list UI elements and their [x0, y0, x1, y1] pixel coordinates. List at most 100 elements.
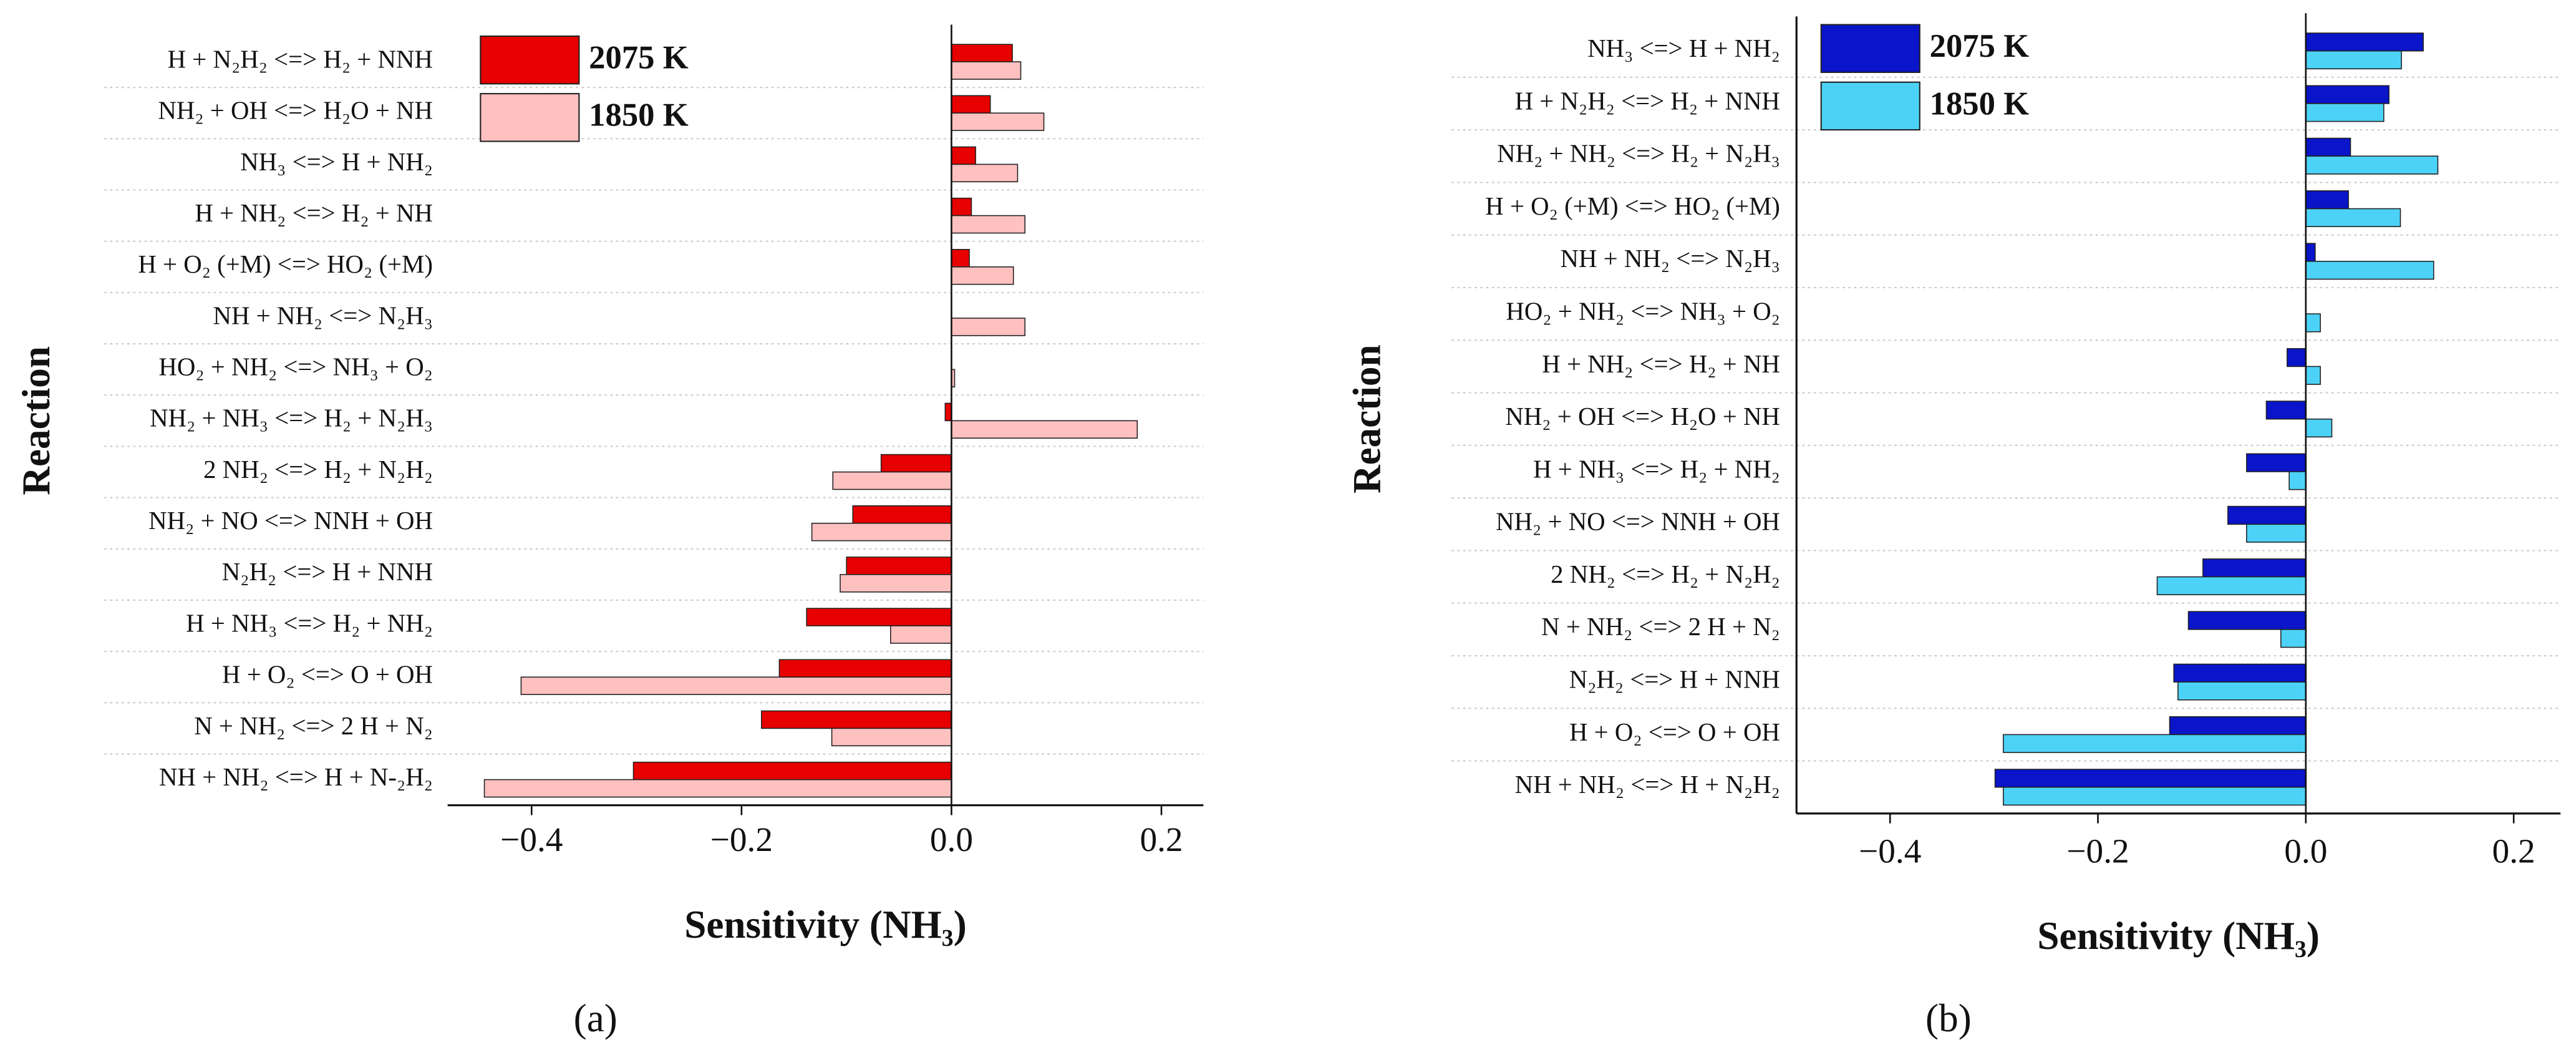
bar — [806, 608, 952, 626]
x-tick-label: 0.2 — [2492, 832, 2535, 870]
x-tick-label: −0.4 — [1859, 832, 1921, 870]
bar — [951, 112, 1045, 131]
bar — [2305, 261, 2434, 280]
legend-label: 1850 K — [589, 97, 689, 134]
y-tick-label: H + N₂H₂ <=> H₂ + NNH — [1515, 87, 1780, 115]
y-tick-label: 2 NH₂ <=> H₂ + N₂H₂ — [203, 455, 433, 484]
y-tick-label: N₂H₂ <=> H + NNH — [222, 558, 433, 586]
bar — [951, 146, 976, 165]
bar — [951, 420, 1138, 439]
x-tick-label: 0.0 — [2284, 832, 2327, 870]
y-tick-label: HO₂ + NH₂ <=> NH₃ + O₂ — [158, 353, 433, 381]
bar — [951, 163, 1019, 183]
y-tick-label: NH₃ <=> H + NH₂ — [240, 148, 433, 176]
bar — [880, 454, 952, 473]
bar — [2305, 85, 2390, 104]
legend-swatch — [480, 93, 580, 142]
bar — [2305, 155, 2439, 175]
bar — [831, 727, 952, 747]
y-tick-label: NH + NH₂ <=> H + N-₂H₂ — [159, 763, 433, 791]
y-tick-label: H + NH₂ <=> H₂ + NH — [195, 199, 433, 227]
y-tick-label: H + N₂H₂ <=> H₂ + NNH — [168, 45, 433, 73]
x-axis-title: Sensitivity (NH₃) — [684, 903, 967, 946]
bar — [2305, 418, 2333, 438]
bar — [811, 522, 952, 542]
x-axis-title: Sensitivity (NH₃) — [2037, 914, 2320, 958]
legend-label: 2075 K — [1930, 28, 2030, 64]
y-tick-label: H + NH₃ <=> H₂ + NH₂ — [186, 609, 433, 637]
bar — [2246, 523, 2307, 543]
bar — [951, 215, 1026, 234]
bar — [951, 266, 1014, 285]
bar — [778, 659, 952, 678]
bar — [951, 61, 1022, 80]
bar — [944, 402, 952, 422]
bar — [761, 710, 952, 729]
y-tick-label: NH₂ + NH₃ <=> H₂ + N₂H₃ — [150, 404, 433, 432]
bar — [520, 676, 952, 695]
y-tick-label: NH₂ + OH <=> H₂O + NH — [158, 97, 433, 125]
y-axis-title: Reaction — [14, 346, 58, 495]
bar — [2305, 313, 2321, 333]
y-tick-label: NH + NH₂ <=> N₂H₃ — [213, 301, 433, 329]
bar — [2287, 348, 2307, 367]
bar — [632, 761, 952, 780]
y-tick-label: NH₂ + NO <=> NNH + OH — [148, 507, 433, 535]
bar — [951, 197, 972, 216]
x-tick-label: −0.2 — [2066, 832, 2129, 870]
bar — [951, 44, 1013, 62]
bar — [832, 471, 952, 490]
bar — [2305, 103, 2385, 122]
y-tick-label: NH₂ + NH₂ <=> H₂ + N₂H₃ — [1497, 140, 1780, 168]
bar — [840, 574, 952, 593]
bar — [2305, 50, 2402, 70]
bar — [951, 249, 970, 268]
bar — [2280, 629, 2307, 648]
legend-label: 1850 K — [1930, 85, 2030, 122]
legend-swatch — [480, 35, 580, 85]
y-tick-label: NH + NH₂ <=> H + N₂H₂ — [1515, 771, 1780, 799]
bar — [2173, 663, 2307, 683]
panel-label: (a) — [574, 996, 617, 1040]
bar — [2305, 190, 2349, 210]
bar — [2305, 137, 2351, 157]
panel-label: (b) — [1925, 996, 1972, 1040]
bar — [846, 557, 952, 575]
bar — [2003, 786, 2307, 806]
x-tick-label: −0.4 — [500, 820, 563, 858]
y-tick-label: NH₃ <=> H + NH₂ — [1587, 34, 1780, 62]
bar — [2227, 505, 2307, 525]
bar — [1994, 769, 2307, 788]
bar — [2202, 558, 2307, 578]
y-tick-label: 2 NH₂ <=> H₂ + N₂H₂ — [1551, 560, 1780, 588]
bar — [2003, 734, 2307, 753]
y-axis-title: Reaction — [1345, 344, 1389, 494]
bar — [2156, 576, 2307, 596]
y-tick-label: H + O₂ (+M) <=> HO₂ (+M) — [1485, 192, 1780, 220]
y-tick-label: NH₂ + NO <=> NNH + OH — [1496, 508, 1780, 536]
bar — [890, 625, 952, 644]
legend-swatch — [1820, 81, 1920, 131]
bar — [2305, 32, 2424, 52]
bar — [2305, 208, 2401, 227]
bar — [2187, 611, 2307, 630]
y-tick-label: H + O₂ <=> O + OH — [222, 661, 433, 689]
bar — [2246, 453, 2307, 472]
y-tick-label: N₂H₂ <=> H + NNH — [1569, 666, 1780, 694]
y-tick-label: H + O₂ <=> O + OH — [1569, 718, 1780, 746]
y-tick-label: NH + NH₂ <=> N₂H₃ — [1560, 245, 1779, 273]
bar — [2177, 681, 2307, 701]
bar — [951, 318, 1026, 336]
bar — [483, 779, 952, 798]
y-tick-label: HO₂ + NH₂ <=> NH₃ + O₂ — [1506, 297, 1780, 325]
y-tick-label: NH₂ + OH <=> H₂O + NH — [1505, 402, 1780, 430]
bar — [852, 505, 952, 524]
bar — [951, 95, 991, 114]
legend-label: 2075 K — [589, 40, 689, 76]
y-tick-label: H + O₂ (+M) <=> HO₂ (+M) — [138, 250, 433, 278]
y-tick-label: N + NH₂ <=> 2 H + N₂ — [1541, 613, 1780, 641]
y-tick-label: N + NH₂ <=> 2 H + N₂ — [194, 712, 433, 740]
y-tick-label: H + NH₂ <=> H₂ + NH — [1542, 350, 1780, 378]
